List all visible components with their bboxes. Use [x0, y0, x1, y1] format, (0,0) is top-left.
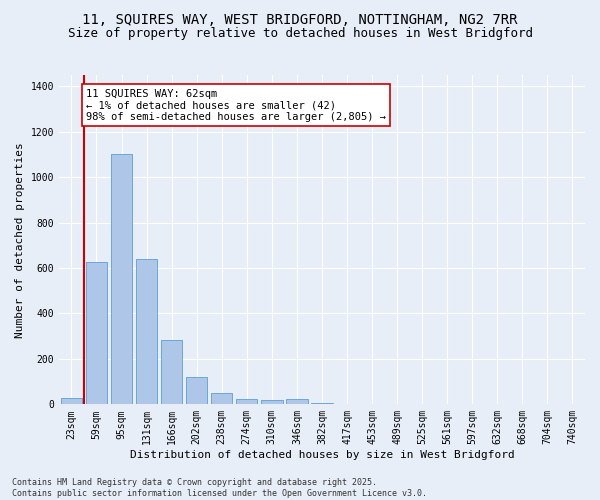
Bar: [236, 398, 257, 404]
X-axis label: Distribution of detached houses by size in West Bridgford: Distribution of detached houses by size …: [130, 450, 514, 460]
Text: 11 SQUIRES WAY: 62sqm
← 1% of detached houses are smaller (42)
98% of semi-detac: 11 SQUIRES WAY: 62sqm ← 1% of detached h…: [86, 88, 386, 122]
Text: Size of property relative to detached houses in West Bridgford: Size of property relative to detached ho…: [67, 28, 533, 40]
Bar: [136, 259, 157, 404]
Bar: [261, 400, 283, 404]
Bar: [111, 154, 132, 404]
Text: 11, SQUIRES WAY, WEST BRIDGFORD, NOTTINGHAM, NG2 7RR: 11, SQUIRES WAY, WEST BRIDGFORD, NOTTING…: [82, 12, 518, 26]
Bar: [311, 403, 332, 404]
Y-axis label: Number of detached properties: Number of detached properties: [15, 142, 25, 338]
Text: Contains HM Land Registry data © Crown copyright and database right 2025.
Contai: Contains HM Land Registry data © Crown c…: [12, 478, 427, 498]
Bar: [286, 398, 308, 404]
Bar: [211, 393, 232, 404]
Bar: [86, 262, 107, 404]
Bar: [61, 398, 82, 404]
Bar: [186, 377, 208, 404]
Bar: [161, 340, 182, 404]
